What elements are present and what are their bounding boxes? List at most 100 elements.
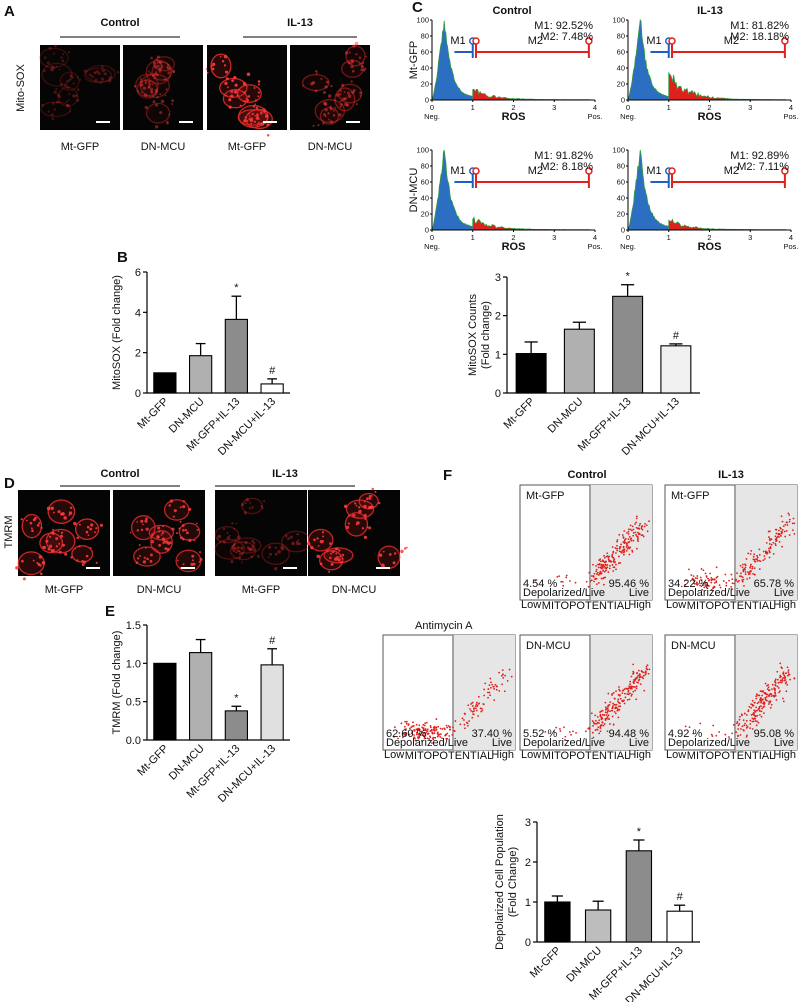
speckle: [144, 105, 148, 110]
cell: [39, 47, 69, 69]
event: [423, 735, 426, 737]
event: [565, 574, 568, 577]
speckle: [156, 55, 161, 59]
speckle: [140, 519, 144, 523]
event: [635, 521, 638, 524]
speckle: [254, 103, 256, 106]
speckle: [382, 550, 385, 553]
speckle: [156, 59, 161, 64]
event: [636, 535, 639, 538]
speckle: [100, 77, 105, 81]
event: [618, 533, 621, 536]
x-tick-label: 1: [471, 233, 475, 242]
event: [760, 715, 763, 718]
x-end-label: Neg.: [424, 112, 440, 121]
event: [768, 536, 770, 538]
event: [776, 670, 779, 673]
event: [435, 718, 438, 720]
speckle: [52, 52, 55, 55]
y-tick-label: 60: [617, 48, 625, 57]
speckle: [78, 545, 81, 548]
event: [769, 546, 772, 548]
speckle: [143, 93, 148, 98]
event: [635, 526, 638, 529]
event: [613, 697, 616, 700]
speckle: [166, 66, 171, 70]
event: [696, 583, 698, 586]
panel-label: C: [412, 0, 423, 16]
speckle: [73, 521, 77, 526]
event: [774, 684, 777, 686]
event: [436, 732, 439, 735]
speckle: [223, 64, 227, 67]
event: [613, 561, 616, 564]
event: [596, 721, 599, 724]
event: [770, 538, 773, 541]
speckle: [155, 58, 158, 61]
event: [755, 558, 758, 560]
event: [474, 707, 477, 710]
event: [602, 724, 605, 727]
speckle: [94, 71, 97, 75]
speckle: [156, 64, 160, 68]
event: [783, 679, 786, 682]
micrograph: [290, 45, 370, 130]
y-tick-label: 60: [617, 178, 625, 187]
speckle: [182, 505, 186, 509]
event: [624, 537, 627, 540]
cell: [151, 61, 173, 81]
speckle: [405, 546, 408, 549]
significance: *: [625, 271, 630, 283]
event: [632, 539, 635, 542]
event: [766, 684, 768, 687]
event: [623, 542, 626, 545]
speckle: [269, 552, 272, 556]
event: [646, 664, 649, 667]
speckle: [365, 55, 368, 58]
event: [606, 715, 609, 718]
speckle: [166, 120, 169, 123]
speckle: [250, 122, 253, 125]
speckle: [136, 529, 140, 532]
event: [761, 694, 764, 697]
event: [627, 690, 630, 693]
event: [704, 581, 706, 584]
event: [703, 586, 706, 589]
speckle: [94, 531, 96, 534]
speckle: [263, 500, 266, 503]
x-end-label: High: [628, 599, 651, 611]
event: [769, 706, 772, 709]
event: [588, 727, 591, 730]
event: [601, 564, 604, 566]
event: [715, 581, 718, 583]
speckle: [340, 103, 343, 106]
event: [694, 577, 697, 579]
event: [768, 547, 770, 550]
speckle: [322, 535, 325, 538]
speckle: [327, 112, 330, 115]
event: [774, 538, 777, 541]
event: [603, 561, 606, 564]
x-axis-title: MITOPOTENTIAL: [405, 750, 493, 762]
speckle: [95, 527, 98, 530]
event: [430, 728, 433, 731]
event: [777, 687, 780, 689]
y-tick-label: 20: [617, 210, 625, 219]
cell: [74, 518, 100, 541]
gate-label: M2: [528, 165, 543, 177]
event: [434, 736, 437, 739]
event: [596, 571, 599, 574]
event: [635, 698, 638, 701]
event: [618, 547, 621, 550]
event: [608, 555, 611, 558]
event: [648, 520, 650, 523]
event: [713, 582, 716, 584]
event: [765, 541, 768, 544]
event: [609, 701, 612, 704]
speckle: [151, 533, 154, 536]
speckle: [259, 111, 263, 115]
event: [772, 694, 775, 697]
event: [591, 575, 593, 577]
speckle: [55, 537, 59, 541]
event: [570, 733, 572, 736]
